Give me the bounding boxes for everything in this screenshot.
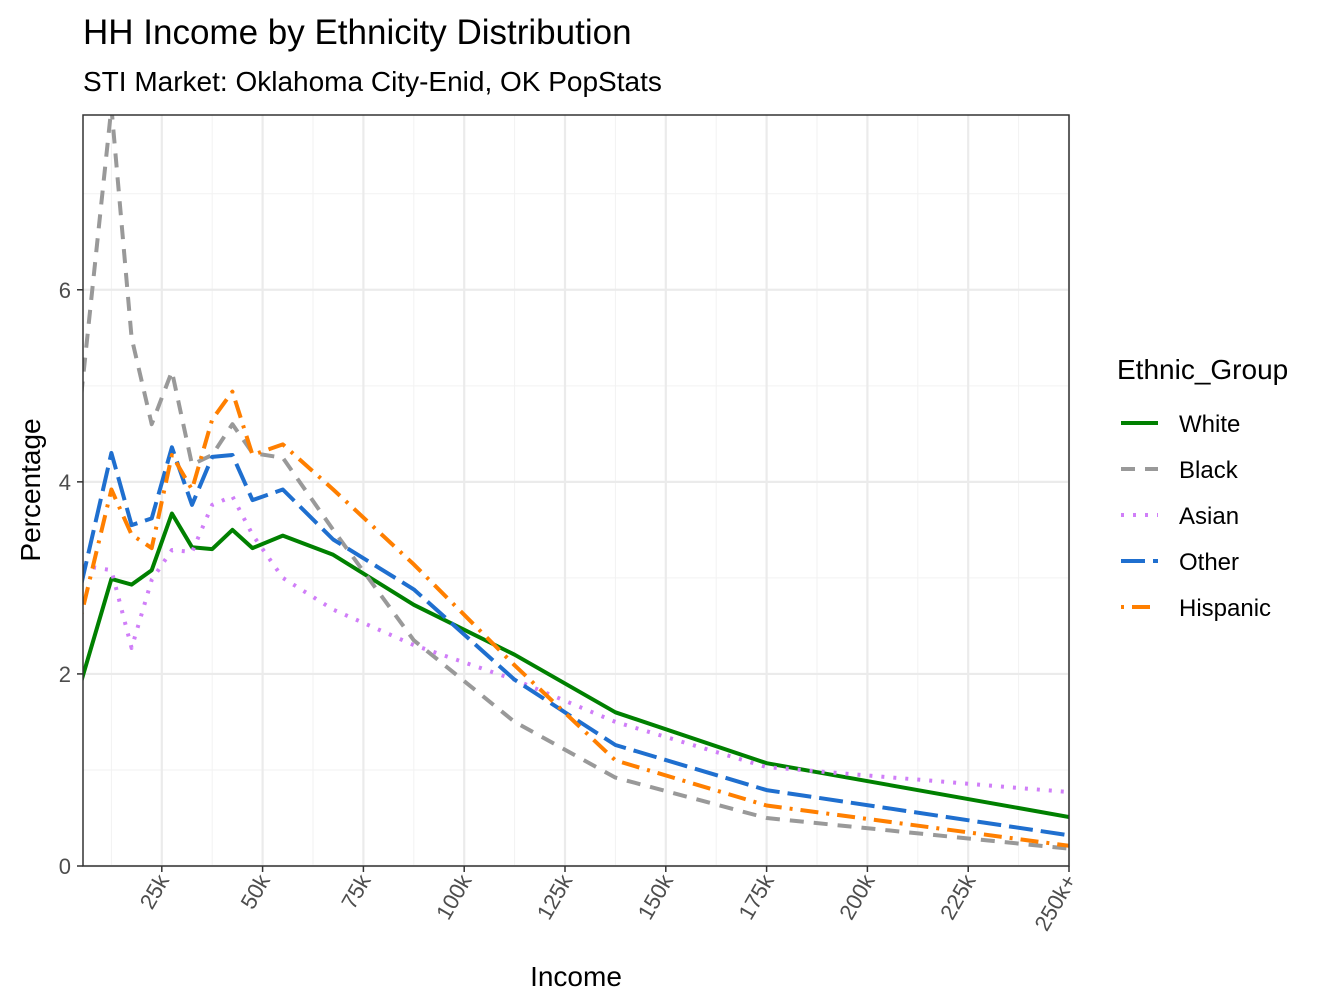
x-tick-label: 225k: [935, 869, 981, 924]
x-tick-label: 175k: [733, 869, 779, 924]
x-axis-label: Income: [530, 961, 622, 992]
x-tick-label: 25k: [135, 869, 175, 913]
series-line-hispanic: [83, 389, 1069, 848]
legend-label: Other: [1179, 549, 1239, 576]
legend: Ethnic_Group White Black Asian Other Hispani…: [1117, 354, 1288, 622]
legend-title: Ethnic_Group: [1117, 354, 1288, 385]
legend-label: Hispanic: [1179, 595, 1271, 622]
y-axis-label: Percentage: [15, 418, 46, 561]
y-tick-label: 6: [59, 278, 71, 303]
x-tick-label: 250k+: [1029, 870, 1081, 935]
series-line-other: [83, 445, 1069, 838]
x-tick-label: 75k: [336, 869, 376, 913]
x-tick-label: 50k: [236, 869, 276, 913]
y-tick-label: 0: [59, 854, 71, 879]
legend-label: Asian: [1179, 503, 1239, 530]
x-tick-label: 150k: [633, 869, 679, 924]
x-tick-label: 100k: [431, 869, 477, 924]
legend-label: White: [1179, 411, 1240, 438]
x-tick-label: 200k: [834, 869, 880, 924]
y-tick-label: 4: [59, 470, 71, 495]
y-tick-label: 2: [59, 662, 71, 687]
series-lines: [83, 115, 1069, 851]
series-line-black: [83, 115, 1069, 851]
series-line-white: [83, 511, 1069, 819]
gridlines: [83, 115, 1071, 868]
chart-subtitle: STI Market: Oklahoma City-Enid, OK PopSt…: [83, 66, 662, 97]
legend-label: Black: [1179, 457, 1239, 484]
x-tick-label: 125k: [532, 869, 578, 924]
plot-panel-border: [82, 114, 1070, 867]
chart-title: HH Income by Ethnicity Distribution: [83, 13, 632, 52]
series-line-asian: [83, 494, 1069, 795]
